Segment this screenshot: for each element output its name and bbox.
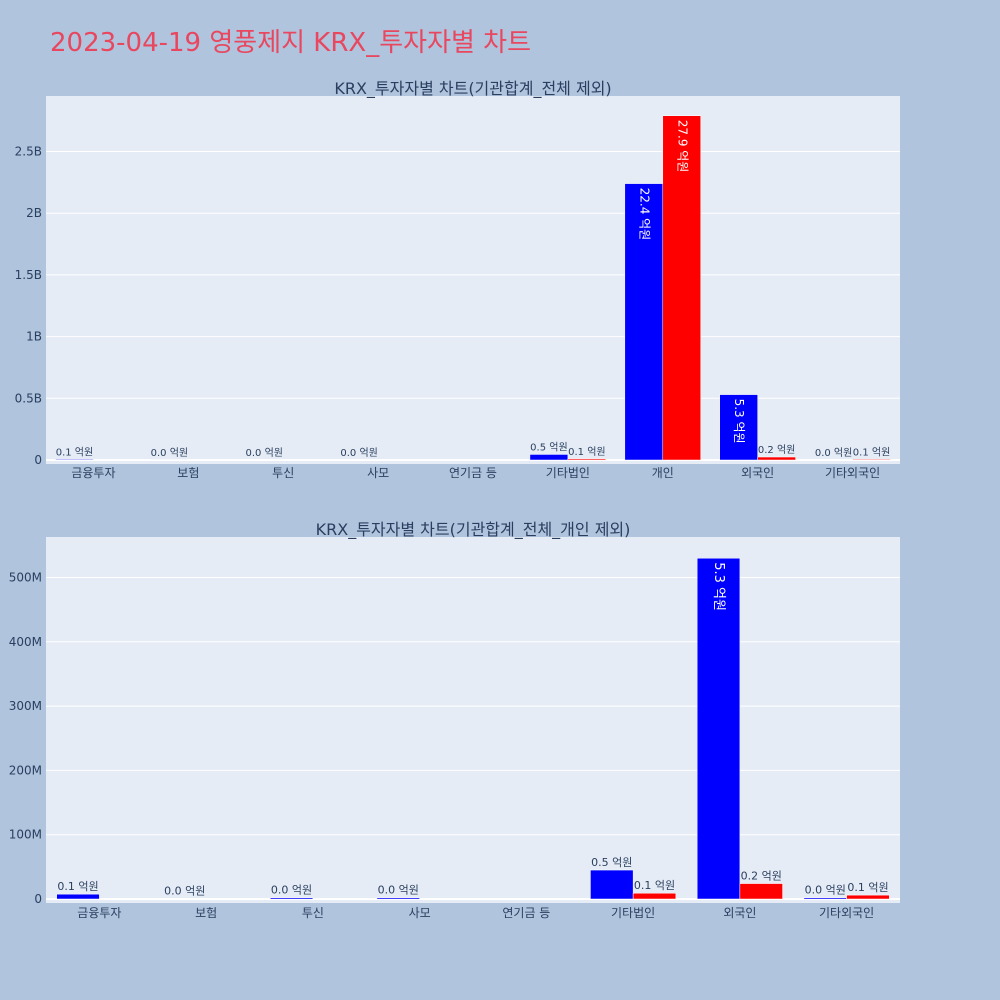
chart2-bar — [632, 892, 677, 900]
chart1-bar-label: 0.2 억원 — [758, 444, 795, 456]
chart2-bar-label: 0.1 억원 — [847, 881, 888, 894]
chart2-ytick-label: 500M — [9, 571, 42, 585]
chart1-category-label: 보험 — [177, 466, 199, 480]
chart1-category-label: 연기금 등 — [449, 466, 497, 480]
chart1-category-label: 기타법인 — [546, 466, 590, 480]
chart1-ytick-label: 1.5B — [15, 268, 42, 282]
chart1-bar — [624, 183, 664, 461]
chart2-bar-label: 0.1 억원 — [634, 879, 675, 892]
chart2-bar — [590, 869, 634, 900]
chart2-category-label: 외국인 — [723, 906, 756, 920]
chart1-bar-label: 0.0 억원 — [815, 447, 852, 459]
chart1-bar-label: 0.1 억원 — [568, 446, 605, 458]
chart2-bar-label: 0.0 억원 — [164, 885, 205, 898]
chart1-bar-label: 22.4 억원 — [637, 188, 651, 241]
chart2-ytick-label: 200M — [9, 763, 42, 777]
chart2-bar — [803, 897, 847, 900]
chart2-bar-label: 0.2 억원 — [741, 870, 782, 883]
chart2-bar — [846, 894, 890, 900]
chart1-title: KRX_투자자별 차트(기관합계_전체 제외) — [334, 79, 611, 99]
chart2-category-label: 연기금 등 — [502, 906, 550, 920]
chart1-category-label: 개인 — [652, 466, 674, 480]
chart2-bar — [269, 897, 314, 900]
chart2-bar — [376, 897, 420, 900]
chart2-bar-label: 0.5 억원 — [591, 856, 632, 869]
chart1-bar — [55, 459, 94, 461]
chart2-category-label: 기타법인 — [611, 906, 655, 920]
chart1-bar — [719, 394, 758, 461]
chart1-bar-label: 5.3 억원 — [732, 399, 746, 444]
chart1-bar — [529, 454, 569, 461]
chart1-bar — [757, 456, 796, 461]
chart2-category-label: 보험 — [195, 906, 217, 920]
chart1-category-label: 기타외국인 — [825, 466, 880, 480]
chart2-category-label: 사모 — [409, 906, 431, 920]
chart1-bar — [852, 459, 891, 461]
chart2-category-label: 기타외국인 — [819, 906, 874, 920]
chart2-ytick-label: 0 — [34, 892, 42, 906]
chart2-bar-label: 0.0 억원 — [271, 884, 312, 897]
chart1-bar — [662, 115, 701, 461]
chart1-bar — [567, 458, 607, 461]
chart1-ytick-label: 2.5B — [15, 145, 42, 159]
chart2-plot-area — [46, 537, 900, 903]
chart2-category-label: 금융투자 — [77, 906, 121, 920]
chart1-category-label: 사모 — [367, 466, 389, 480]
chart2-bar-label: 5.3 억원 — [711, 562, 726, 611]
chart1-ytick-label: 0.5B — [15, 391, 42, 405]
chart1-bar-label: 0.0 억원 — [151, 447, 188, 459]
chart2-title: KRX_투자자별 차트(기관합계_전체_개인 제외) — [316, 520, 631, 540]
chart2-ytick-label: 300M — [9, 699, 42, 713]
page-title: 2023-04-19 영풍제지 KRX_투자자별 차트 — [50, 28, 532, 58]
chart2-bar — [56, 893, 100, 900]
chart2-bar-label: 0.0 억원 — [378, 884, 419, 897]
chart2-bar-label: 0.1 억원 — [57, 880, 98, 893]
chart1-bar-label: 0.0 억원 — [340, 447, 377, 459]
chart2-bar — [696, 557, 741, 900]
chart2-bar — [739, 883, 783, 900]
chart1-ytick-label: 0 — [34, 453, 42, 467]
chart1-bar-label: 27.9 억원 — [675, 120, 689, 173]
chart1-ytick-label: 1B — [26, 330, 42, 344]
chart1-bar-label: 0.5 억원 — [530, 441, 567, 453]
chart2-bar-label: 0.0 억원 — [805, 884, 846, 897]
chart2-ytick-label: 400M — [9, 635, 42, 649]
chart1-bar-label: 0.0 억원 — [246, 447, 283, 459]
chart1-category-label: 외국인 — [741, 466, 774, 480]
chart2-ytick-label: 100M — [9, 828, 42, 842]
chart1-category-label: 투신 — [272, 466, 294, 480]
chart1-bar-label: 0.1 억원 — [56, 446, 93, 458]
chart2-category-label: 투신 — [302, 906, 324, 920]
chart1-bar-label: 0.1 억원 — [853, 446, 890, 458]
chart1-category-label: 금융투자 — [71, 466, 115, 480]
chart1-ytick-label: 2B — [26, 206, 42, 220]
